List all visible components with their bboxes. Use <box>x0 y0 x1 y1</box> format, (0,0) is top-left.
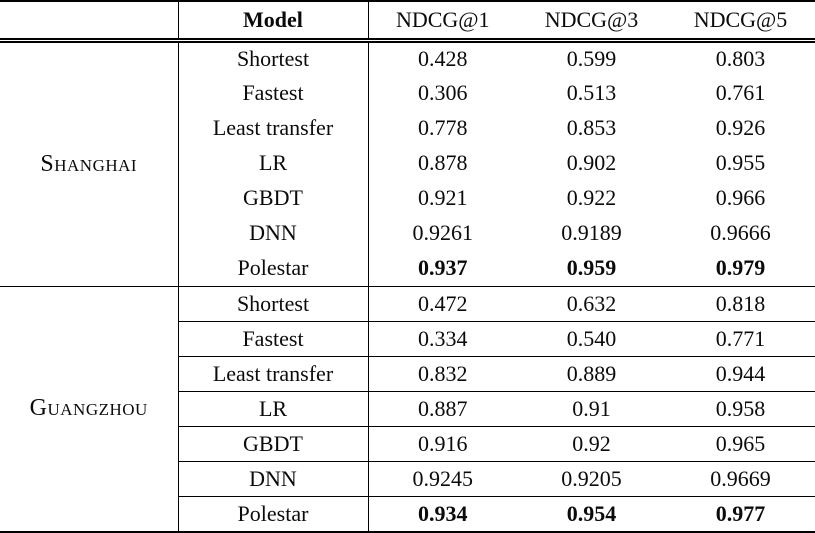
table-row: Shanghai Shortest 0.428 0.599 0.803 <box>0 40 815 286</box>
value-cell: 0.9205 <box>517 461 666 497</box>
value-cell: 0.977 <box>666 496 815 532</box>
header-row: Model NDCG@1 NDCG@3 NDCG@5 <box>0 1 815 43</box>
table-row: Least transfer 0.832 0.889 0.944 <box>0 355 815 392</box>
value-cell: 0.9666 <box>710 220 771 246</box>
model-cell: Shortest <box>178 40 369 76</box>
model-cell: Fastest <box>178 75 369 111</box>
table-row: LR 0.887 0.91 0.958 <box>0 390 815 427</box>
value-cell: 0.853 <box>566 114 617 140</box>
header-cell-ndcg5: NDCG@5 <box>666 1 815 43</box>
table-row: DNN 0.9245 0.9205 0.9669 <box>0 461 815 497</box>
value-cell: 0.954 <box>517 496 666 532</box>
value-cell: 0.803 <box>715 45 766 71</box>
city-label-shanghai: Shanghai <box>0 40 179 286</box>
model-cell: LR <box>178 145 369 181</box>
table-row: DNN 0.9261 0.9189 0.9666 <box>0 215 815 251</box>
value-cell: 0.959 <box>566 255 617 281</box>
table-header: Model NDCG@1 NDCG@3 NDCG@5 <box>0 1 815 43</box>
value-cell: 0.91 <box>517 390 666 427</box>
table-row: Fastest 0.334 0.540 0.771 <box>0 320 815 357</box>
header-cell-ndcg1: NDCG@1 <box>368 1 517 43</box>
value-cell: 0.934 <box>368 496 517 532</box>
section-guangzhou: Guangzhou Shortest 0.472 0.632 0.818 Fas… <box>0 285 815 532</box>
value-cell: 0.889 <box>517 355 666 392</box>
value-cell: 0.513 <box>566 79 617 105</box>
value-cell: 0.306 <box>418 79 468 105</box>
header-cell-city <box>0 1 179 43</box>
value-cell: 0.771 <box>666 320 815 357</box>
model-cell: Fastest <box>178 320 369 357</box>
table-row: Fastest 0.306 0.513 0.761 <box>0 75 815 111</box>
city-label-guangzhou: Guangzhou <box>0 285 179 532</box>
value-cell: 0.979 <box>715 255 766 281</box>
value-cell: 0.955 <box>715 149 766 175</box>
value-cell: 0.428 <box>418 45 468 71</box>
model-cell: Shortest <box>178 285 369 322</box>
value-cell: 0.926 <box>715 114 766 140</box>
header-cell-model: Model <box>178 1 369 43</box>
value-cell: 0.921 <box>418 185 468 211</box>
value-cell: 0.944 <box>666 355 815 392</box>
section-shanghai: Shanghai Shortest 0.428 0.599 0.803 Fast… <box>0 40 815 286</box>
value-cell: 0.761 <box>715 79 766 105</box>
value-cell: 0.9245 <box>368 461 517 497</box>
value-cell: 0.778 <box>418 114 468 140</box>
model-cell: Least transfer <box>178 110 369 146</box>
value-cell: 0.9189 <box>561 220 622 246</box>
value-cell: 0.9669 <box>666 461 815 497</box>
value-cell: 0.832 <box>368 355 517 392</box>
value-cell: 0.472 <box>368 285 517 322</box>
value-cell: 0.632 <box>517 285 666 322</box>
value-cell: 0.92 <box>517 426 666 462</box>
table-row-polestar: Polestar 0.937 0.959 0.979 <box>0 250 815 286</box>
value-cell: 0.9261 <box>412 220 474 246</box>
model-cell: LR <box>178 390 369 427</box>
table-row: Guangzhou Shortest 0.472 0.632 0.818 <box>0 285 815 532</box>
model-cell: GBDT <box>178 180 369 216</box>
value-cell: 0.902 <box>566 149 617 175</box>
model-cell: GBDT <box>178 426 369 462</box>
value-cell: 0.818 <box>666 285 815 322</box>
table-row-polestar: Polestar 0.934 0.954 0.977 <box>0 496 815 532</box>
value-cell: 0.916 <box>368 426 517 462</box>
value-cell: 0.599 <box>566 45 617 71</box>
table-row: Least transfer 0.778 0.853 0.926 <box>0 110 815 146</box>
table-row: GBDT 0.916 0.92 0.965 <box>0 426 815 462</box>
model-cell: Polestar <box>178 496 369 532</box>
value-cell: 0.958 <box>666 390 815 427</box>
value-cell: 0.887 <box>368 390 517 427</box>
model-cell: DNN <box>178 461 369 497</box>
table-row: GBDT 0.921 0.922 0.966 <box>0 180 815 216</box>
value-cell: 0.334 <box>368 320 517 357</box>
value-cell: 0.965 <box>666 426 815 462</box>
value-cell: 0.922 <box>566 185 617 211</box>
model-cell: Polestar <box>178 250 369 286</box>
model-cell: Least transfer <box>178 355 369 392</box>
model-cell: DNN <box>178 215 369 251</box>
value-cell: 0.937 <box>418 255 468 281</box>
value-cell: 0.878 <box>418 149 468 175</box>
value-cell: 0.540 <box>517 320 666 357</box>
table-row: LR 0.878 0.902 0.955 <box>0 145 815 181</box>
value-cell: 0.966 <box>715 185 766 211</box>
header-cell-ndcg3: NDCG@3 <box>517 1 666 43</box>
